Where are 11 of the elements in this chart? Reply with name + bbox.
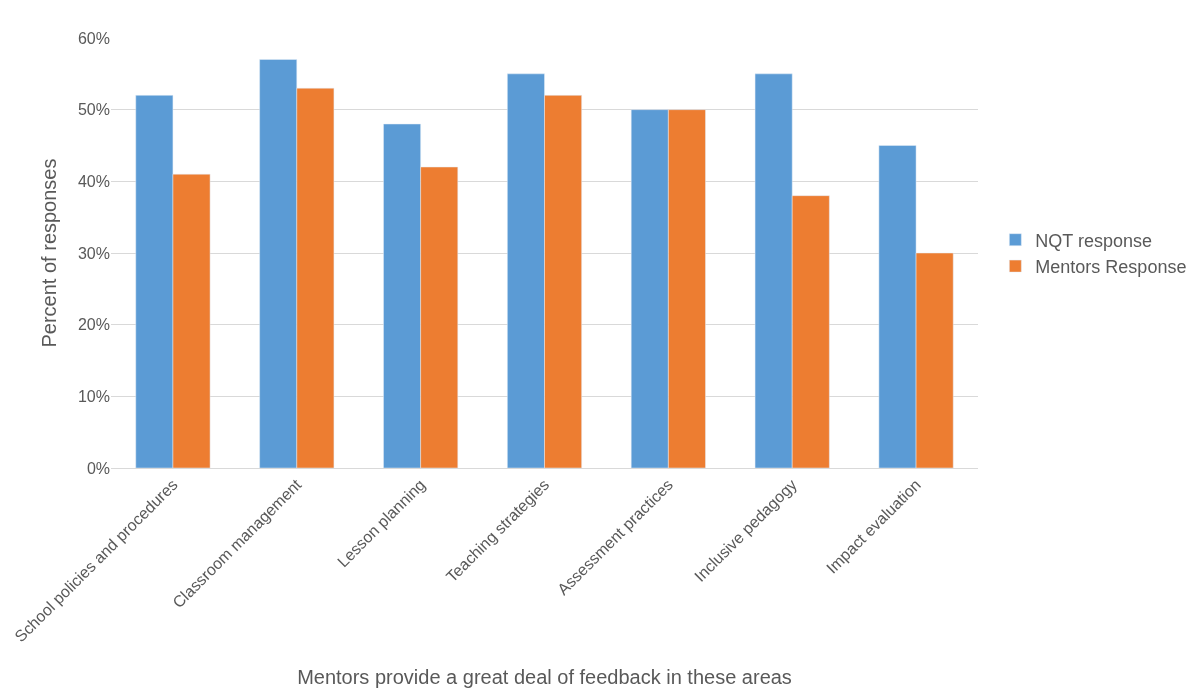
y-tick-label: 40%	[77, 172, 110, 190]
x-axis-title: Mentors provide a great deal of feedback in these areas	[297, 665, 792, 688]
legend-label: Mentors Response	[1035, 257, 1187, 278]
y-tick-label: 20%	[77, 316, 110, 334]
y-axis-title: Percent of responses	[38, 158, 61, 348]
y-tick-label: 10%	[77, 387, 110, 405]
y-tick-label: 0%	[86, 459, 110, 477]
y-tick-label: 30%	[77, 244, 110, 262]
y-tick-label: 50%	[77, 101, 110, 119]
legend-label: NQT response	[1035, 230, 1153, 251]
y-tick-label: 60%	[77, 29, 110, 47]
